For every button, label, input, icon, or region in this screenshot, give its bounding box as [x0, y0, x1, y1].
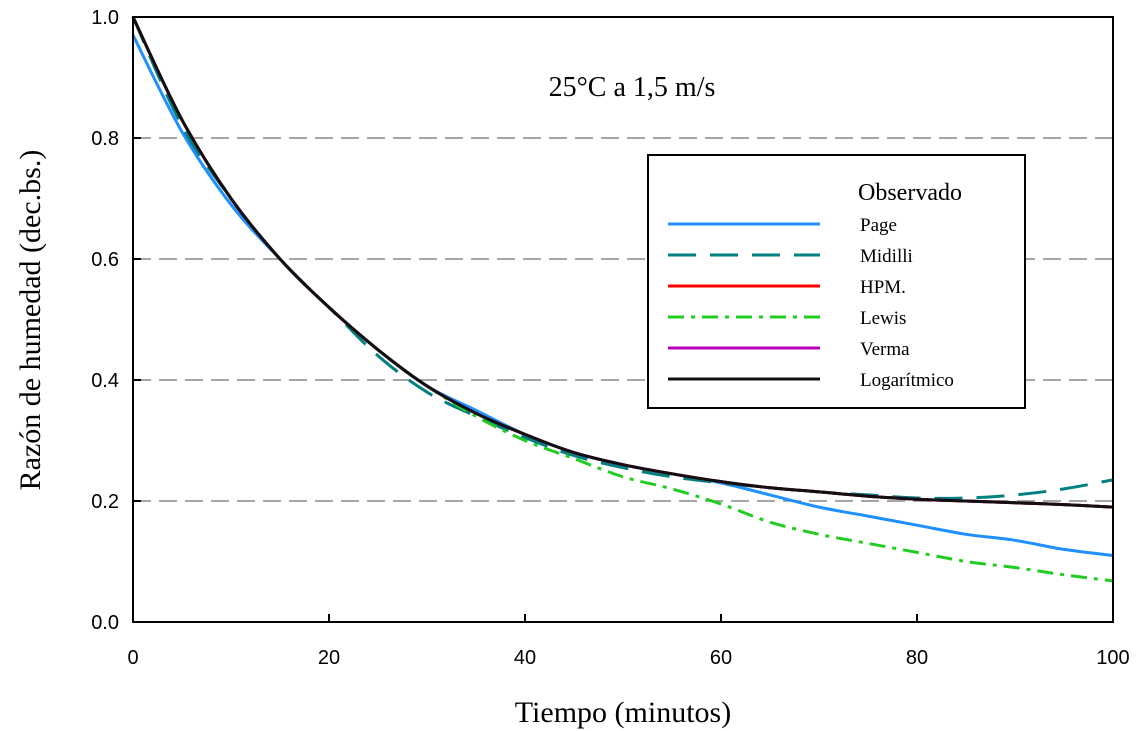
y-axis-title: Razón de humedad (dec.bs.): [14, 150, 47, 491]
y-tick-label-5: 1.0: [91, 7, 119, 29]
x-tick-label-1: 20: [318, 647, 340, 669]
x-tick-label-2: 40: [514, 647, 536, 669]
legend: Observado Page Midilli HPM. Lewis Verma Logar…: [647, 154, 1026, 409]
chart-annotation: 25°C a 1,5 m/s: [549, 72, 716, 103]
plot-frame: [132, 16, 1114, 623]
legend-title: Observado: [858, 180, 962, 206]
legend-entries: Page Midilli HPM. Lewis Verma Logarítmico: [668, 215, 954, 391]
axis-ticks: 0 20 40 60 80 100 0.0 0.2 0.4 0.6 0.8 1.0: [91, 7, 1130, 669]
x-tick-label-0: 0: [127, 647, 138, 669]
legend-label-5: Logarítmico: [860, 370, 954, 391]
y-tick-label-2: 0.4: [91, 370, 119, 392]
legend-box: [647, 154, 1026, 409]
series-line-5: [131, 16, 1114, 509]
x-tick-label-5: 100: [1096, 647, 1129, 669]
y-tick-label-0: 0.0: [91, 612, 119, 634]
legend-label-3: Lewis: [860, 308, 906, 329]
x-axis-title: Tiempo (minutos): [515, 696, 731, 729]
y-tick-label-4: 0.8: [91, 128, 119, 150]
series-line-1: [131, 16, 1114, 500]
legend-label-4: Verma: [860, 339, 910, 360]
legend-label-2: HPM.: [860, 277, 906, 298]
x-tick-label-4: 80: [906, 647, 928, 669]
legend-label-1: Midilli: [860, 246, 913, 267]
legend-label-0: Page: [860, 215, 897, 236]
series-lines: [131, 16, 1114, 583]
y-tick-label-3: 0.6: [91, 249, 119, 271]
x-tick-label-3: 60: [710, 647, 732, 669]
y-tick-label-1: 0.2: [91, 491, 119, 513]
